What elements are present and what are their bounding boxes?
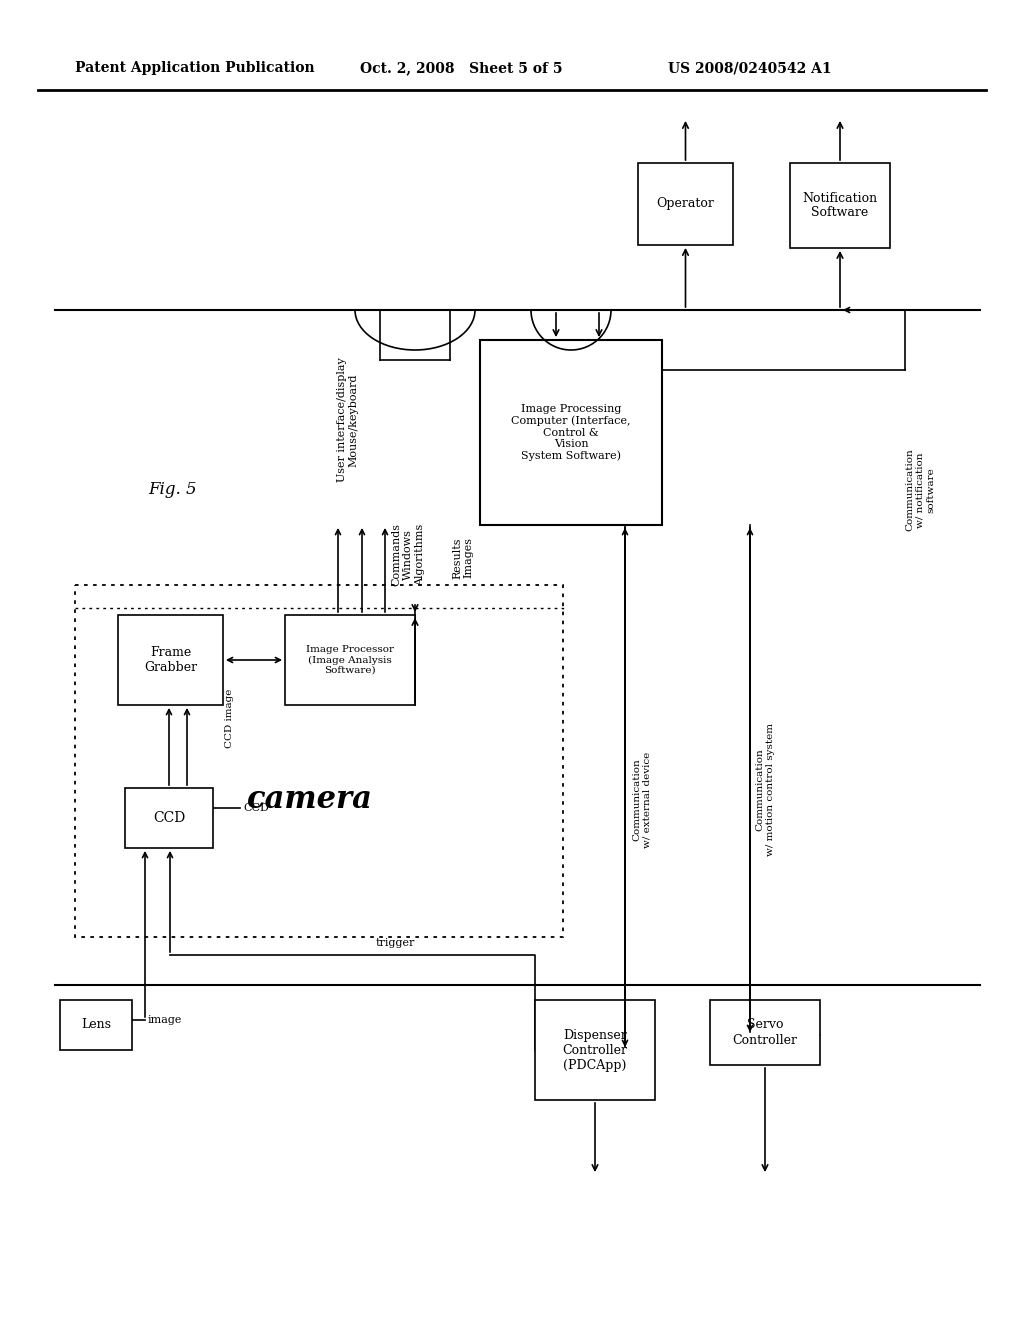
Text: US 2008/0240542 A1: US 2008/0240542 A1 [668,61,831,75]
Text: Operator: Operator [656,198,715,210]
Bar [790,162,890,248]
Text: Communication
w/ notification
software: Communication w/ notification software [905,449,935,532]
Text: Patent Application Publication: Patent Application Publication [75,61,314,75]
Text: Commands
Windows
Algorithms: Commands Windows Algorithms [391,524,425,586]
Text: Notification
Software: Notification Software [803,191,878,219]
Bar [535,1001,655,1100]
Text: camera: camera [247,784,373,816]
Text: Dispenser
Controller
(PDCApp): Dispenser Controller (PDCApp) [562,1028,628,1072]
Text: Image Processor
(Image Analysis
Software): Image Processor (Image Analysis Software… [306,645,394,675]
Bar [480,341,662,525]
Bar [638,162,733,246]
Text: CCD: CCD [243,803,269,813]
Text: User interface/display
Mouse/keyboard: User interface/display Mouse/keyboard [337,358,358,482]
Bar [125,788,213,847]
Text: Results
Images: Results Images [453,537,474,578]
Bar [60,1001,132,1049]
Text: trigger: trigger [376,939,415,948]
Text: Oct. 2, 2008   Sheet 5 of 5: Oct. 2, 2008 Sheet 5 of 5 [360,61,562,75]
Bar [118,615,223,705]
Text: Servo
Controller: Servo Controller [732,1019,798,1047]
Text: image: image [148,1015,182,1026]
Text: Image Processing
Computer (Interface,
Control &
Vision
System Software): Image Processing Computer (Interface, Co… [511,404,631,462]
Text: CCD image: CCD image [225,688,234,747]
Text: Lens: Lens [81,1019,111,1031]
Bar [710,1001,820,1065]
Text: Communication
w/ motion control system: Communication w/ motion control system [756,723,775,857]
Text: Communication
w/ external device: Communication w/ external device [632,752,651,849]
Bar [75,585,563,937]
Text: Frame
Grabber: Frame Grabber [144,645,197,675]
Text: Fig. 5: Fig. 5 [148,482,197,499]
Bar [285,615,415,705]
Text: CCD: CCD [153,810,185,825]
